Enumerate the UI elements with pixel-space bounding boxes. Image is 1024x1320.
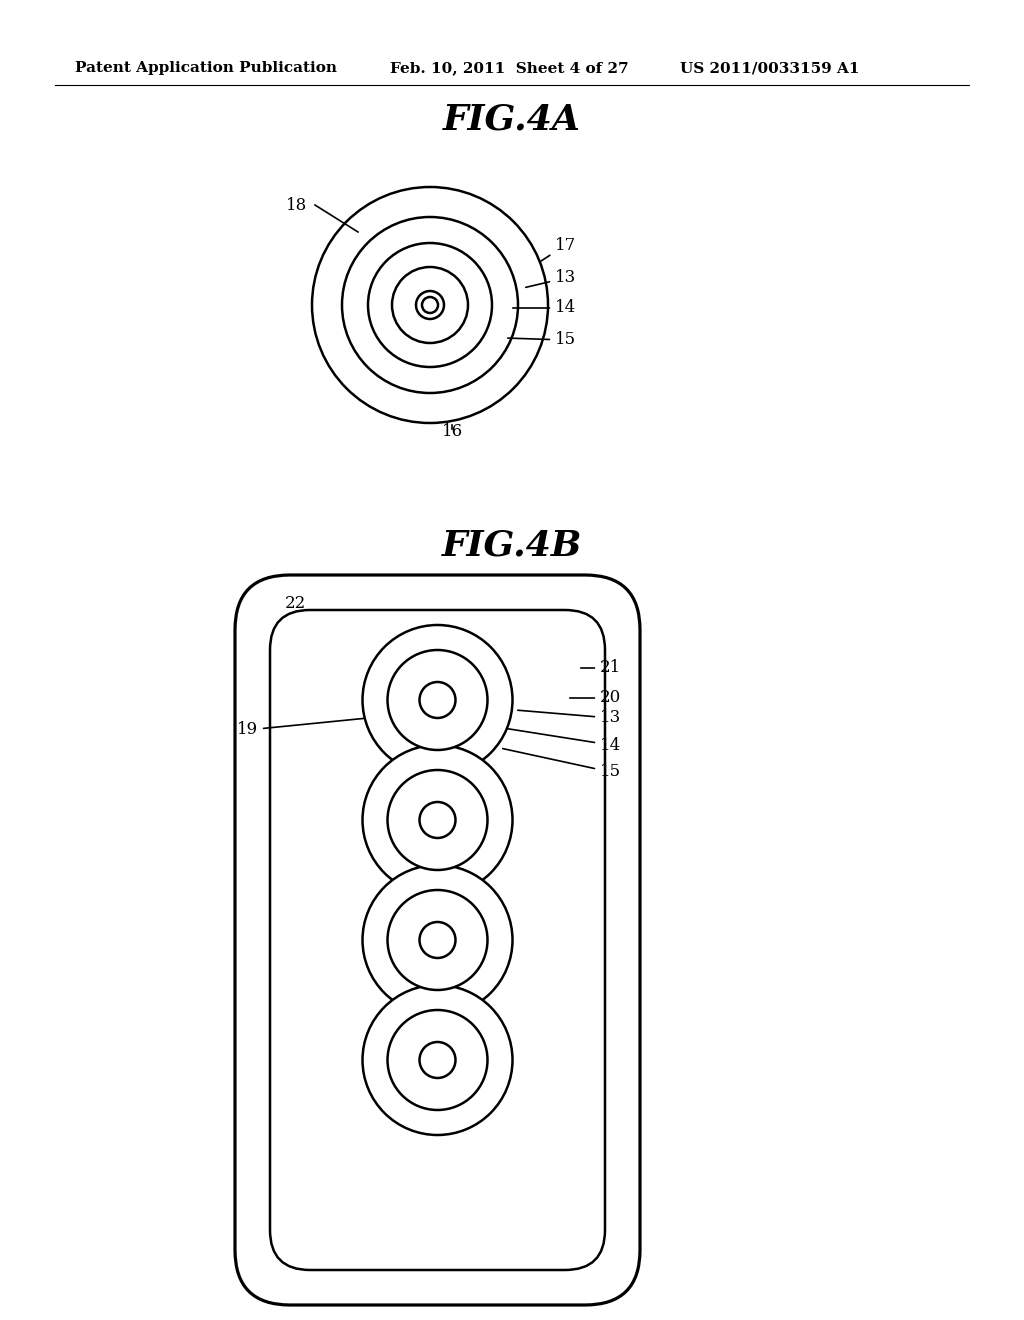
Text: 20: 20 xyxy=(569,689,622,706)
Circle shape xyxy=(362,744,512,895)
FancyBboxPatch shape xyxy=(270,610,605,1270)
Circle shape xyxy=(387,890,487,990)
Text: FIG.4B: FIG.4B xyxy=(441,528,583,562)
Text: FIG.4A: FIG.4A xyxy=(443,103,581,137)
Text: US 2011/0033159 A1: US 2011/0033159 A1 xyxy=(680,61,859,75)
Text: 15: 15 xyxy=(503,748,622,780)
Text: 14: 14 xyxy=(513,300,577,317)
Circle shape xyxy=(387,770,487,870)
Circle shape xyxy=(420,682,456,718)
Text: 17: 17 xyxy=(541,236,577,261)
Circle shape xyxy=(387,649,487,750)
Text: 15: 15 xyxy=(508,331,577,348)
Text: Feb. 10, 2011  Sheet 4 of 27: Feb. 10, 2011 Sheet 4 of 27 xyxy=(390,61,629,75)
Text: Patent Application Publication: Patent Application Publication xyxy=(75,61,337,75)
Text: 13: 13 xyxy=(518,710,622,726)
Circle shape xyxy=(362,624,512,775)
Circle shape xyxy=(387,1010,487,1110)
Circle shape xyxy=(362,985,512,1135)
Text: 21: 21 xyxy=(581,660,622,676)
Text: 13: 13 xyxy=(525,269,577,288)
Text: 14: 14 xyxy=(506,729,622,754)
Circle shape xyxy=(420,921,456,958)
Text: 16: 16 xyxy=(441,424,463,441)
Text: 18: 18 xyxy=(286,197,307,214)
Circle shape xyxy=(420,1041,456,1078)
Text: 19: 19 xyxy=(237,718,366,738)
Circle shape xyxy=(422,297,438,313)
Circle shape xyxy=(420,803,456,838)
Text: 22: 22 xyxy=(285,595,306,612)
Circle shape xyxy=(362,865,512,1015)
FancyBboxPatch shape xyxy=(234,576,640,1305)
